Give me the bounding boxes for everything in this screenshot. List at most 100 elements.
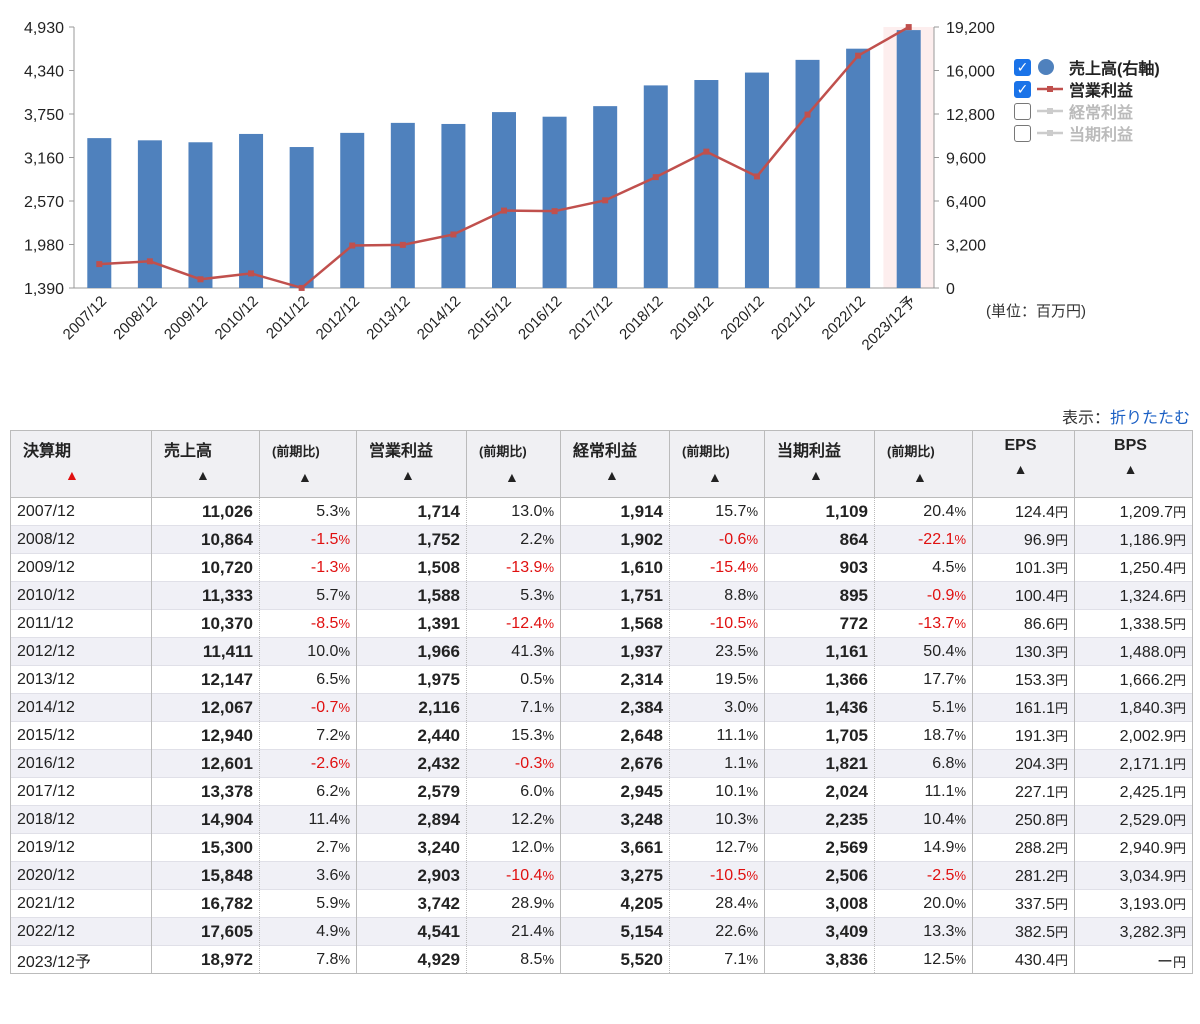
op-pct-cell-value: -13.9 [505,558,543,576]
display-label: 表示： [1061,410,1110,427]
header-sales[interactable]: 売上高 ▲ [151,430,260,498]
net-pct-cell: 12.5% [874,945,973,974]
circle-marker-icon [1037,59,1063,75]
header-sales-pct[interactable]: (前期比) ▲ [259,430,357,498]
sales-pct-cell-value: 6.5 [316,670,339,688]
ord-pct-cell-value: 12.7 [715,838,747,856]
unit-label: % [542,503,554,519]
bps-cell: 2,002.9円 [1074,721,1193,750]
op-cell-value: 1,588 [417,585,460,605]
sort-arrow-icon[interactable]: ▲ [65,467,79,483]
net-pct-cell: 17.7% [874,665,973,694]
unit-label: 円 [1054,504,1068,520]
sort-arrow-icon[interactable]: ▲ [605,467,619,483]
legend-checkbox[interactable]: ✓ [1014,80,1031,98]
sales-cell: 13,378 [151,777,260,806]
unit-label: % [338,643,350,659]
ord-pct-cell-value: 22.6 [715,922,747,940]
sort-arrow-icon[interactable]: ▲ [809,467,823,483]
header-ord[interactable]: 経常利益 ▲ [560,430,670,498]
op-pct-cell: 6.0% [466,777,561,806]
net-cell: 1,161 [764,637,875,666]
header-op[interactable]: 営業利益 ▲ [356,430,467,498]
ord-cell: 1,937 [560,637,670,666]
header-net[interactable]: 当期利益 ▲ [764,430,875,498]
operating-profit-point [349,242,356,249]
legend-checkbox[interactable] [1014,124,1031,142]
op-cell: 2,440 [356,721,467,750]
sales-bar [441,123,466,288]
unit-label: % [746,923,758,939]
header-net-pct[interactable]: (前期比) ▲ [874,430,973,498]
sales-pct-cell: 3.6% [259,861,357,890]
net-cell-value: 2,569 [825,837,868,857]
sales-bar [694,80,719,288]
unit-label: % [746,867,758,883]
ord-cell-value: 2,648 [620,725,663,745]
bps-cell: 1,338.5円 [1074,609,1193,638]
ord-cell: 3,248 [560,805,670,834]
unit-label: 円 [1054,700,1068,716]
header-ord-pct[interactable]: (前期比) ▲ [669,430,765,498]
legend-checkbox[interactable] [1014,102,1031,120]
legend-checkbox[interactable]: ✓ [1014,58,1031,76]
bps-cell-value: 2,529.0 [1119,811,1173,829]
legend-item[interactable]: ✓ 売上高(右軸) [1014,56,1160,78]
sales-pct-cell-value: 10.0 [307,642,339,660]
period-cell: 2015/12 [10,721,152,750]
operating-profit-point [399,241,406,248]
header-label: 当期利益 [777,443,842,460]
legend-item[interactable]: 当期利益 [1014,122,1160,144]
unit-label: % [954,671,966,687]
header-period[interactable]: 決算期 ▲ [10,430,152,498]
sort-arrow-icon[interactable]: ▲ [913,469,927,485]
sales-bar [542,116,567,288]
unit-label: % [338,699,350,715]
sales-pct-cell-value: 2.7 [316,838,339,856]
period-cell-value: 2008/12 [17,530,75,548]
collapse-link[interactable]: 折りたたむ [1109,410,1190,427]
sort-arrow-icon[interactable]: ▲ [298,469,312,485]
ord-pct-cell: 10.1% [669,777,765,806]
left-tick-label: 4,930 [24,20,64,37]
op-pct-cell: 12.2% [466,805,561,834]
sales-cell-value: 12,147 [201,669,253,689]
legend-item[interactable]: 経常利益 [1014,100,1160,122]
sort-arrow-icon[interactable]: ▲ [1013,461,1028,477]
unit-label: % [338,671,350,687]
chart-legend: ✓ 売上高(右軸) ✓ 営業利益 経常利益 当期利益 [1014,56,1160,144]
legend-item[interactable]: ✓ 営業利益 [1014,78,1160,100]
sort-arrow-icon[interactable]: ▲ [505,469,519,485]
ord-cell-value: 4,205 [620,893,663,913]
sales-pct-cell-value: 7.2 [316,726,339,744]
net-cell: 3,836 [764,945,875,974]
table-row: 2012/12 11,411 10.0% 1,966 41.3% 1,937 23.5% 1,… [10,637,1193,666]
bps-cell-value: 1,209.7 [1119,503,1173,521]
sales-bar [795,59,820,288]
bps-cell-value: 2,940.9 [1119,839,1173,857]
unit-label: % [954,923,966,939]
header-eps[interactable]: EPS ▲ [972,430,1075,498]
eps-cell-value: 153.3 [1014,671,1055,689]
ord-pct-cell: 8.8% [669,581,765,610]
operating-profit-point [703,148,710,155]
sort-arrow-icon[interactable]: ▲ [196,467,210,483]
unit-label: % [954,783,966,799]
sales-pct-cell-value: -0.7 [310,698,339,716]
sort-arrow-icon[interactable]: ▲ [1123,461,1138,477]
unit-label: % [954,699,966,715]
net-cell: 1,705 [764,721,875,750]
bps-cell-value: 2,171.1 [1119,755,1173,773]
eps-cell-value: 101.3 [1014,559,1055,577]
bps-cell-value: ー [1156,953,1173,971]
header-label: 売上高 [164,443,213,460]
net-cell: 903 [764,553,875,582]
header-bps[interactable]: BPS ▲ [1074,430,1193,498]
sort-arrow-icon[interactable]: ▲ [401,467,415,483]
eps-cell-value: 130.3 [1014,643,1055,661]
unit-label: % [746,503,758,519]
header-op-pct[interactable]: (前期比) ▲ [466,430,561,498]
sort-arrow-icon[interactable]: ▲ [708,469,722,485]
sales-cell: 10,864 [151,525,260,554]
period-cell-value: 2016/12 [17,754,75,772]
